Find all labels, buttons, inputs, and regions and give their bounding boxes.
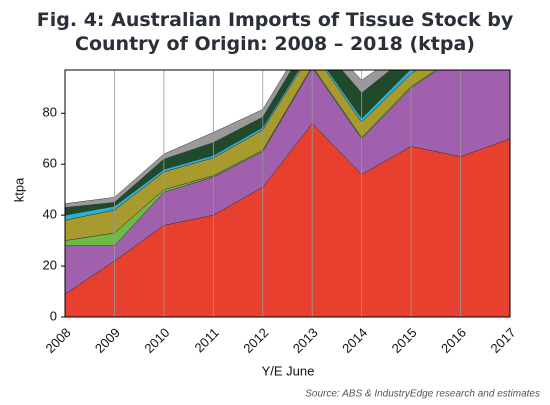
x-tick-label: 2010 [141, 325, 172, 356]
plot-frame [64, 69, 511, 318]
x-tick-label: 2017 [487, 325, 518, 356]
x-tick-label: 2012 [240, 325, 271, 356]
x-tick-label: 2013 [290, 325, 321, 356]
area [65, 70, 391, 208]
y-tick-label: 80 [43, 105, 57, 120]
x-axis-label: Y/E June [262, 363, 315, 378]
x-tick-label: 2009 [92, 325, 123, 356]
y-tick-label: 20 [43, 258, 57, 273]
plot-area [65, 70, 510, 317]
y-axis-label: ktpa [11, 177, 26, 202]
source-note: Source: ABS & IndustryEdge research and … [305, 389, 540, 400]
y-tick-label: 60 [43, 156, 57, 171]
chart-title: Fig. 4: Australian Imports of Tissue Sto… [36, 9, 514, 55]
x-tick-label: 2008 [42, 325, 73, 356]
y-tick-label: 40 [43, 207, 57, 222]
x-tick-label: 2011 [192, 325, 222, 355]
x-tick-label: 2016 [438, 325, 469, 356]
x-tick-label: 2015 [389, 325, 420, 356]
x-tick-label: 2014 [339, 325, 370, 356]
y-tick-label: 0 [50, 308, 57, 323]
